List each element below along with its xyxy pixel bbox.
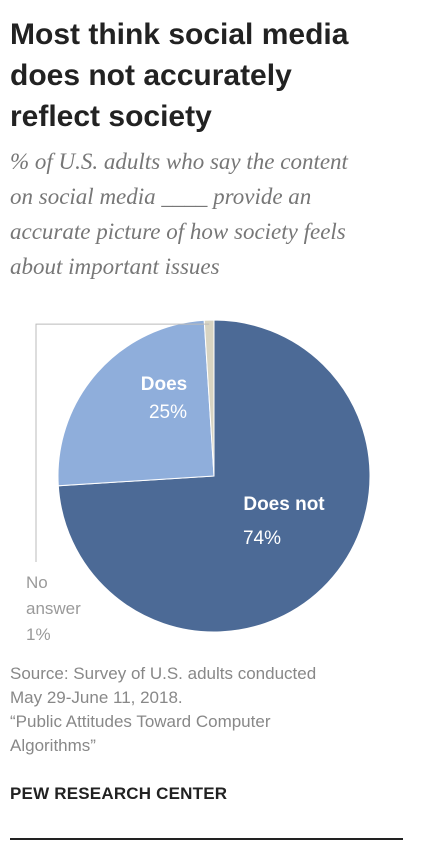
- bottom-rule: [10, 838, 403, 840]
- subtitle-line: % of U.S. adults who say the content: [10, 149, 348, 174]
- chart-title: Most think social media does not accurat…: [10, 14, 410, 137]
- title-line: Most think social media: [10, 18, 349, 51]
- source-line: Source: Survey of U.S. adults conducted: [10, 664, 317, 683]
- slice-value-does-not: 74%: [243, 528, 281, 549]
- title-line: reflect society: [10, 100, 212, 133]
- slice-label-does: Does: [141, 374, 187, 395]
- source-note: Source: Survey of U.S. adults conducted …: [10, 662, 410, 758]
- source-line: May 29-June 11, 2018.: [10, 688, 183, 707]
- subtitle-line: accurate picture of how society feels: [10, 219, 346, 244]
- title-line: does not accurately: [10, 59, 292, 92]
- subtitle-line: about important issues: [10, 254, 220, 279]
- slice-value-no-answer: 1%: [26, 625, 51, 644]
- source-line: “Public Attitudes Toward Computer: [10, 712, 271, 731]
- chart-subtitle: % of U.S. adults who say the content on …: [10, 144, 410, 284]
- slice-label-no-answer-cont: answer: [26, 599, 81, 618]
- pie-slice-does: [57, 319, 215, 487]
- slice-label-no-answer: No: [26, 573, 48, 592]
- no-answer-leader-line: [35, 323, 210, 562]
- pie-slice-no-answer: [203, 319, 215, 477]
- brand-label: PEW RESEARCH CENTER: [10, 784, 228, 803]
- slice-label-does-not: Does not: [243, 494, 325, 515]
- subtitle-line: on social media ____ provide an: [10, 184, 312, 209]
- source-line: Algorithms”: [10, 736, 96, 755]
- pie-chart: Does not 74% Does 25% No answer 1%: [26, 319, 371, 644]
- slice-value-does: 25%: [149, 402, 187, 423]
